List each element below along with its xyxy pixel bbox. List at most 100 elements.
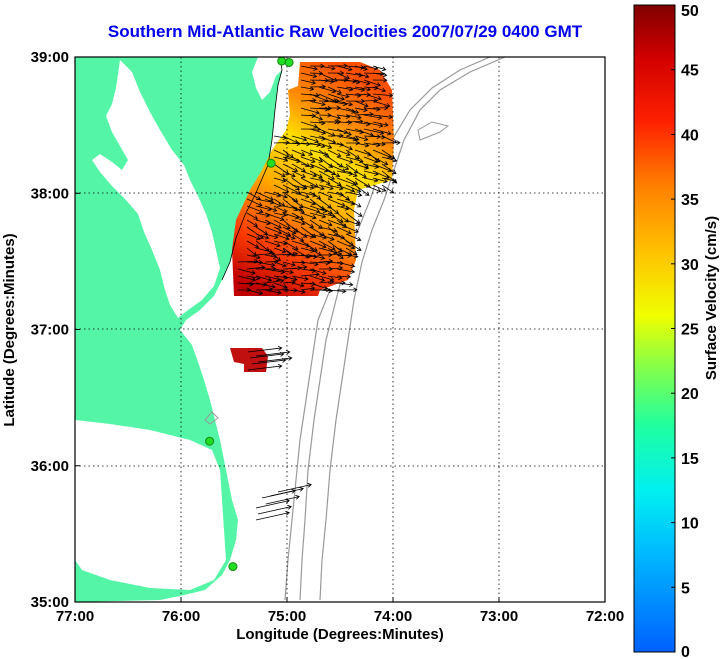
velocity-arrow [318, 142, 333, 149]
velocity-arrow [345, 184, 362, 193]
colorbar-tick-label: 50 [681, 3, 699, 20]
velocity-arrow [354, 86, 372, 92]
velocity-arrow [318, 240, 336, 251]
velocity-arrow [255, 261, 276, 268]
pamlico-sound [75, 420, 226, 590]
velocity-arrow [282, 275, 298, 282]
velocity-arrow [246, 289, 264, 296]
velocity-arrow [273, 247, 287, 254]
velocity-arrow [345, 170, 358, 177]
velocity-arrow [247, 363, 283, 371]
velocity-arrow [255, 275, 273, 282]
velocity-arrow [345, 226, 359, 234]
velocity-arrow [291, 265, 308, 270]
velocity-arrow [300, 65, 318, 71]
velocity-arrow [327, 114, 342, 120]
velocity-arrow [372, 114, 394, 120]
velocity-arrow [255, 251, 276, 257]
velocity-arrow [345, 140, 361, 146]
velocity-arrow [345, 135, 360, 142]
longitude-ticks: 77:00 76:00 75:00 74:00 73:00 72:00 [56, 597, 624, 625]
velocity-arrow [372, 100, 391, 108]
velocity-arrow [282, 226, 297, 235]
velocity-arrow [300, 272, 320, 277]
velocity-arrow [336, 261, 356, 269]
colorbar [633, 4, 676, 653]
velocity-arrow [381, 140, 401, 146]
velocity-arrow [309, 170, 323, 179]
colorbar-ticks: 0 5 10 15 20 25 30 35 40 45 50 [671, 3, 699, 659]
velocity-arrow [273, 274, 289, 280]
map-title: Southern Mid-Atlantic Raw Velocities 200… [107, 22, 583, 41]
radar-station-marker [228, 562, 238, 572]
velocity-arrow [246, 205, 264, 214]
lat-tick-label: 39:00 [31, 49, 69, 66]
velocity-arrow [345, 233, 362, 242]
colorbar-tick-label: 0 [681, 644, 690, 659]
velocity-arrow [354, 142, 370, 148]
velocity-arrow [255, 191, 274, 201]
velocity-arrow [300, 170, 318, 178]
velocity-arrow [246, 233, 261, 241]
velocity-arrow [318, 156, 334, 168]
velocity-arrow [318, 170, 335, 180]
velocity-arrow [345, 128, 365, 135]
velocity-arrow [265, 494, 300, 505]
velocity-arrow [300, 163, 315, 169]
latitude-ticks: 39:00 38:00 37:00 36:00 35:00 [31, 49, 80, 611]
velocity-arrow [372, 77, 388, 83]
velocity-arrow [354, 111, 374, 117]
velocity-arrow [291, 275, 309, 281]
velocity-arrow [291, 289, 306, 294]
velocity-arrow [327, 226, 339, 236]
velocity-arrow [300, 86, 315, 92]
velocity-arrow [345, 177, 359, 185]
velocity-arrow [309, 191, 322, 200]
velocity-arrow [336, 65, 353, 72]
velocity-arrow [246, 212, 259, 220]
velocity-arrow [273, 177, 287, 183]
velocity-arrow [336, 282, 354, 287]
colorbar-tick-label: 5 [681, 580, 690, 597]
velocity-arrow [318, 135, 337, 144]
velocity-arrow [264, 233, 279, 240]
velocity-arrow [372, 184, 387, 192]
velocity-arrow [255, 349, 291, 357]
velocity-arrow [336, 184, 356, 193]
colorbar-tick-label: 35 [681, 192, 699, 209]
velocity-arrow [264, 275, 281, 282]
radar-station-marker [284, 57, 294, 67]
velocity-arrow [318, 219, 333, 227]
velocity-arrow [273, 170, 286, 178]
velocity-arrow [291, 233, 305, 242]
velocity-arrow [345, 219, 361, 227]
velocity-arrow [300, 72, 318, 79]
velocity-arrow [336, 205, 350, 211]
velocity-arrow [381, 163, 397, 175]
velocity-arrow [309, 282, 328, 291]
velocity-arrow [300, 135, 320, 144]
velocity-arrow [354, 184, 370, 196]
velocity-arrow [237, 281, 254, 287]
radar-station-marker [266, 158, 276, 168]
velocity-arrow [327, 170, 341, 178]
velocity-arrow [300, 156, 316, 164]
colorbar-tick-label: 10 [681, 516, 699, 533]
velocity-arrow [354, 72, 370, 79]
velocity-arrow [363, 121, 384, 128]
radar-station-marker [205, 436, 215, 446]
velocity-arrow [291, 219, 306, 226]
velocity-arrow [354, 170, 367, 178]
velocity-arrow [327, 247, 344, 259]
velocity-arrow [282, 233, 296, 240]
velocity-arrow [273, 268, 294, 275]
colorbar-tick-label: 20 [681, 386, 699, 403]
y-axis-label: Latitude (Degrees:Minutes) [1, 233, 18, 426]
velocity-arrow [345, 198, 362, 208]
velocity-arrow [291, 135, 308, 142]
lon-tick-label: 74:00 [374, 608, 412, 625]
velocity-arrow [264, 254, 278, 259]
lon-tick-label: 77:00 [56, 608, 94, 625]
velocity-arrow [246, 254, 261, 260]
